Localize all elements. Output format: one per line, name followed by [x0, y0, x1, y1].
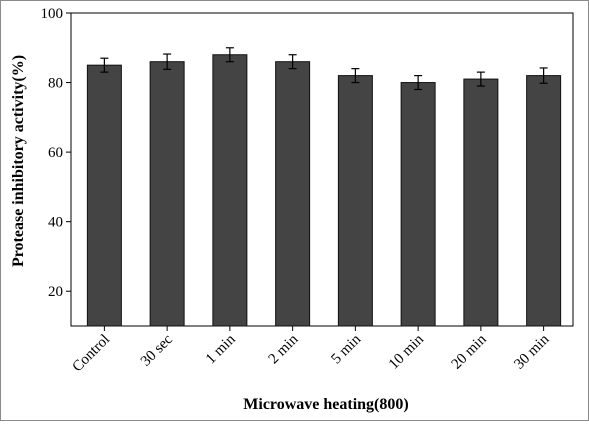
bar [463, 78, 499, 327]
y-tick-label: 80 [48, 76, 63, 92]
x-axis: Control 30 sec 1 min 2 min 5 min 10 min 20 min… [69, 326, 553, 376]
bar [149, 61, 185, 327]
x-axis-title: Microwave heating(800) [243, 396, 408, 413]
x-tick-label: 10 min [386, 331, 427, 372]
bar [212, 54, 248, 327]
x-tick-label: 1 min [203, 331, 239, 367]
y-axis: 20 40 60 80 100 [41, 6, 71, 300]
y-tick-label: 100 [41, 6, 64, 22]
x-tick-label: 5 min [328, 331, 364, 367]
plot-area [70, 12, 574, 327]
bar [86, 64, 122, 327]
y-tick-label: 60 [48, 145, 63, 161]
bar [526, 75, 562, 327]
plot-border [70, 12, 574, 327]
bar [400, 82, 436, 327]
y-axis-title: Protease inhibitory activity(%) [10, 55, 27, 267]
bar-series [86, 47, 562, 327]
y-tick-label: 20 [48, 284, 63, 300]
x-tick-label: 30 sec [138, 331, 176, 369]
x-tick-label: 20 min [449, 331, 490, 372]
x-tick-label: 2 min [266, 331, 302, 367]
y-tick-label: 40 [48, 215, 63, 231]
x-tick-label: Control [69, 332, 113, 376]
bar [275, 61, 311, 327]
bar [337, 75, 373, 327]
x-tick-label: 30 min [511, 331, 552, 372]
